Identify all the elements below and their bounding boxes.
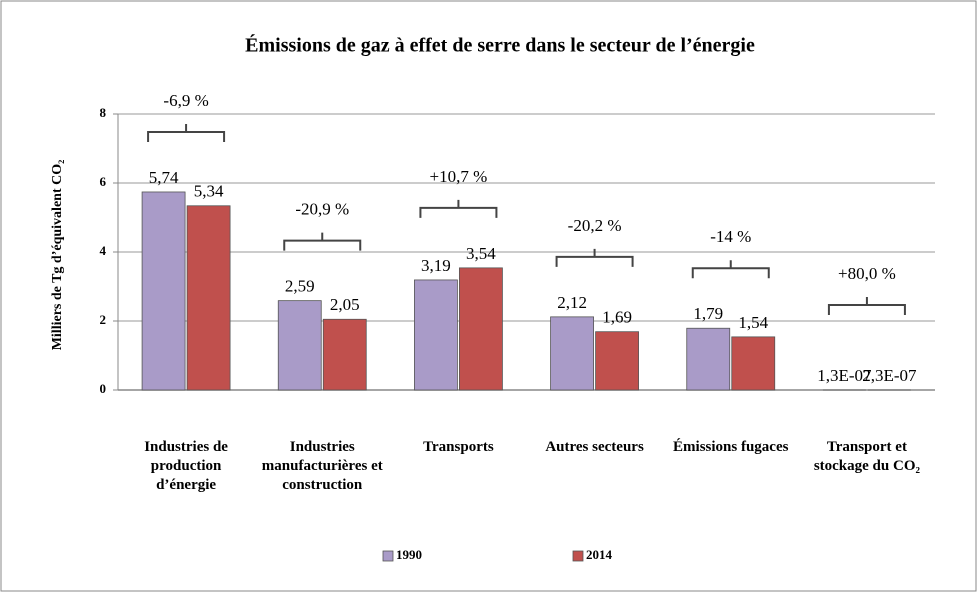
value-label: 1,54: [738, 313, 768, 332]
bracket: [827, 297, 906, 315]
bracket: [147, 123, 226, 142]
x-tick-label: Industries de production d’énergie: [144, 439, 228, 493]
annotation: +80,0 %: [838, 264, 896, 283]
bar: [277, 300, 322, 391]
value-label: 2,59: [285, 277, 315, 296]
x-tick-label: Transports: [423, 439, 494, 455]
chart-title: Émissions de gaz à effet de serre dans l…: [245, 34, 755, 57]
y-tick-label: 0: [100, 381, 107, 396]
bar: [414, 279, 458, 391]
bar: [595, 331, 639, 391]
bracket: [419, 199, 498, 218]
legend-swatch: [382, 550, 394, 562]
x-tick-label: Autres secteurs: [545, 439, 644, 455]
value-label: 5,74: [149, 168, 179, 187]
bar: [322, 318, 367, 391]
bar: [550, 316, 594, 391]
annotation: +10,7 %: [430, 167, 488, 186]
bar: [186, 205, 231, 391]
annotation: -14 %: [710, 227, 751, 246]
bracket: [555, 248, 634, 267]
x-tick-label: Industries manufacturières et constructi…: [261, 439, 383, 493]
bar: [686, 327, 731, 391]
bar: [459, 267, 503, 391]
y-axis-label: Milliers de Tg d’équivalent CO₂: [50, 160, 65, 351]
value-label: 1,69: [602, 308, 632, 327]
bracket: [283, 232, 362, 251]
legend-label: 1990: [396, 547, 422, 562]
x-tick-label: Émissions fugaces: [673, 439, 789, 455]
value-label: 5,34: [194, 182, 224, 201]
annotation: -20,9 %: [295, 200, 349, 219]
bar: [141, 191, 186, 391]
legend-label: 2014: [586, 547, 613, 562]
bar: [731, 336, 776, 391]
x-tick-label: Transport et stockage du CO₂: [813, 439, 920, 474]
legend-swatch: [572, 550, 584, 562]
y-tick-label: 4: [100, 243, 107, 258]
annotation: -20,2 %: [568, 216, 622, 235]
value-label: 3,54: [466, 244, 496, 263]
annotation: -6,9 %: [163, 91, 208, 110]
bracket: [691, 260, 770, 279]
value-label: 3,19: [421, 256, 451, 275]
y-tick-label: 2: [100, 312, 107, 327]
y-tick-label: 6: [100, 174, 107, 189]
value-label: 2,05: [330, 295, 360, 314]
value-label: 2,12: [557, 293, 587, 312]
value-label: 2,3E-07: [862, 366, 917, 385]
value-label: 1,3E-07: [817, 366, 872, 385]
value-label: 1,79: [693, 304, 723, 323]
y-tick-label: 8: [100, 105, 107, 120]
